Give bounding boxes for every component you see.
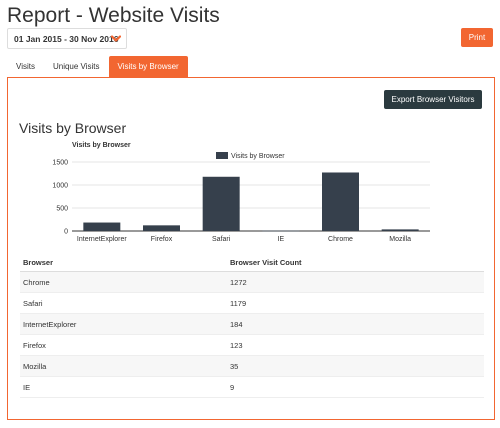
table-header: Browser Browser Visit Count <box>20 254 484 272</box>
table-row: IE 9 <box>20 377 484 398</box>
bar-chrome <box>322 172 359 231</box>
y-tick-label: 500 <box>56 206 68 213</box>
x-tick-label: Chrome <box>328 236 353 243</box>
x-tick-label: Mozilla <box>389 236 411 243</box>
bar-safari <box>202 176 240 231</box>
table-row: InternetExplorer 184 <box>20 314 484 335</box>
cell-browser: IE <box>23 382 31 392</box>
date-range-dropdown[interactable]: 01 Jan 2015 - 30 Nov 2016 <box>7 28 127 49</box>
bar-ie <box>262 230 300 232</box>
header-browser: Browser <box>23 258 54 267</box>
chart-title: Visits by Browser <box>72 142 131 149</box>
cell-visit-count: 1272 <box>230 277 247 287</box>
chevron-down-icon <box>111 35 121 42</box>
table-row: Firefox 123 <box>20 335 484 356</box>
browser-table: Browser Browser Visit Count Chrome 1272 Sa… <box>20 254 484 398</box>
browser-visits-chart: Visits by Browser Visits by Browser 0 500 10… <box>52 142 430 243</box>
y-tick-label: 1000 <box>52 183 68 190</box>
tab-unique-visits[interactable]: Unique Visits <box>52 62 100 71</box>
export-browser-visitors-button[interactable]: Export Browser Visitors <box>384 90 482 109</box>
cell-visit-count: 123 <box>230 340 243 350</box>
print-button[interactable]: Print <box>461 28 493 47</box>
x-tick-label: IE <box>278 236 285 243</box>
bar-firefox <box>143 225 180 231</box>
section-title: Visits by Browser <box>19 120 127 136</box>
header-visit-count: Browser Visit Count <box>230 258 302 267</box>
cell-browser: Firefox <box>23 340 46 350</box>
table-row: Safari 1179 <box>20 293 484 314</box>
cell-visit-count: 35 <box>230 361 239 371</box>
cell-visit-count: 184 <box>230 319 243 329</box>
cell-browser: Chrome <box>23 277 50 287</box>
cell-browser: Safari <box>23 298 43 308</box>
x-tick-label: Firefox <box>151 236 173 243</box>
report-panel: Export Browser Visitors Visits by Browse… <box>7 77 495 420</box>
page-title: Report - Website Visits <box>7 4 220 27</box>
table-row: Chrome 1272 <box>20 272 484 293</box>
legend-label: Visits by Browser <box>231 153 285 160</box>
tab-visits[interactable]: Visits <box>16 62 35 71</box>
date-range-value: 01 Jan 2015 - 30 Nov 2016 <box>14 33 119 44</box>
bar-mozilla <box>381 229 419 231</box>
x-tick-label: Safari <box>212 236 231 243</box>
y-tick-label: 0 <box>64 229 68 236</box>
cell-visit-count: 1179 <box>230 298 247 308</box>
table-body: Chrome 1272 Safari 1179 InternetExplorer 184 F… <box>20 272 484 398</box>
cell-visit-count: 9 <box>230 382 235 392</box>
report-tabs: Visits Unique Visits Visits by Browser <box>7 56 188 77</box>
table-row: Mozilla 35 <box>20 356 484 377</box>
cell-browser: InternetExplorer <box>23 319 77 329</box>
legend-swatch <box>216 152 228 159</box>
bar-internetexplorer <box>83 222 121 231</box>
x-tick-label: InternetExplorer <box>77 236 127 243</box>
cell-browser: Mozilla <box>23 361 47 371</box>
y-tick-label: 1500 <box>52 160 68 167</box>
tab-visits-by-browser[interactable]: Visits by Browser <box>108 56 188 77</box>
